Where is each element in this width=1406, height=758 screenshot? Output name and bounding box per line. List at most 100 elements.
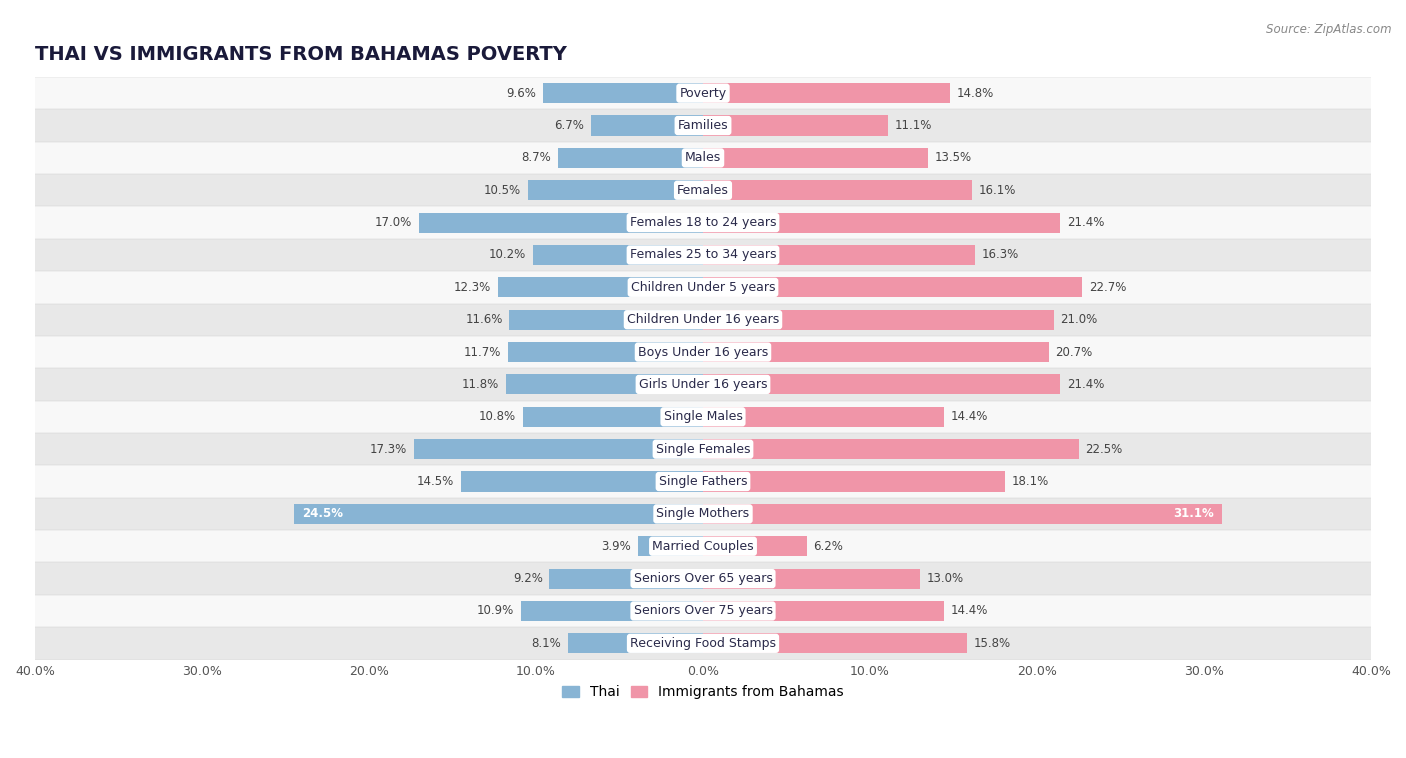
Bar [703, 504, 1222, 524]
Bar [568, 633, 703, 653]
Bar [35, 77, 1371, 109]
Bar [35, 336, 1371, 368]
Bar [35, 530, 1371, 562]
Bar [543, 83, 703, 103]
Bar [508, 342, 703, 362]
Bar [413, 439, 703, 459]
Bar [703, 342, 1049, 362]
Bar [294, 504, 703, 524]
Bar [506, 374, 703, 394]
Bar [703, 310, 1053, 330]
Text: 16.3%: 16.3% [981, 249, 1019, 262]
Text: Females 18 to 24 years: Females 18 to 24 years [630, 216, 776, 229]
Text: Single Males: Single Males [664, 410, 742, 423]
Bar [703, 374, 1060, 394]
Bar [523, 407, 703, 427]
Text: 15.8%: 15.8% [973, 637, 1011, 650]
Text: 16.1%: 16.1% [979, 183, 1017, 197]
Text: 9.2%: 9.2% [513, 572, 543, 585]
Text: 21.4%: 21.4% [1067, 378, 1105, 391]
Bar [703, 601, 943, 621]
Bar [35, 271, 1371, 303]
Bar [638, 536, 703, 556]
Text: 3.9%: 3.9% [602, 540, 631, 553]
Text: 11.1%: 11.1% [896, 119, 932, 132]
Text: Children Under 5 years: Children Under 5 years [631, 281, 775, 294]
Text: THAI VS IMMIGRANTS FROM BAHAMAS POVERTY: THAI VS IMMIGRANTS FROM BAHAMAS POVERTY [35, 45, 567, 64]
Bar [703, 407, 943, 427]
Text: 13.0%: 13.0% [927, 572, 965, 585]
Text: Single Females: Single Females [655, 443, 751, 456]
Text: Single Fathers: Single Fathers [659, 475, 747, 488]
Text: 17.3%: 17.3% [370, 443, 408, 456]
Text: Children Under 16 years: Children Under 16 years [627, 313, 779, 326]
Bar [703, 536, 807, 556]
Text: 12.3%: 12.3% [454, 281, 491, 294]
Bar [35, 433, 1371, 465]
Text: 18.1%: 18.1% [1012, 475, 1049, 488]
Bar [35, 142, 1371, 174]
Text: 17.0%: 17.0% [375, 216, 412, 229]
Bar [703, 83, 950, 103]
Text: Females 25 to 34 years: Females 25 to 34 years [630, 249, 776, 262]
Text: Seniors Over 75 years: Seniors Over 75 years [634, 604, 772, 618]
Bar [703, 633, 967, 653]
Bar [550, 568, 703, 589]
Text: Males: Males [685, 152, 721, 164]
Text: 6.2%: 6.2% [813, 540, 844, 553]
Bar [703, 439, 1078, 459]
Text: 14.4%: 14.4% [950, 410, 987, 423]
Bar [35, 109, 1371, 142]
Bar [703, 148, 928, 168]
Bar [35, 206, 1371, 239]
Bar [703, 115, 889, 136]
Text: 8.7%: 8.7% [522, 152, 551, 164]
Bar [498, 277, 703, 297]
Text: 14.4%: 14.4% [950, 604, 987, 618]
Bar [533, 245, 703, 265]
Bar [35, 595, 1371, 627]
Bar [703, 180, 972, 200]
Text: 22.5%: 22.5% [1085, 443, 1123, 456]
Bar [703, 277, 1083, 297]
Bar [527, 180, 703, 200]
Text: 11.7%: 11.7% [464, 346, 501, 359]
Bar [703, 471, 1005, 491]
Bar [35, 627, 1371, 659]
Text: 14.5%: 14.5% [418, 475, 454, 488]
Bar [35, 465, 1371, 498]
Bar [461, 471, 703, 491]
Text: Receiving Food Stamps: Receiving Food Stamps [630, 637, 776, 650]
Text: Single Mothers: Single Mothers [657, 507, 749, 521]
Bar [558, 148, 703, 168]
Bar [703, 212, 1060, 233]
Text: Source: ZipAtlas.com: Source: ZipAtlas.com [1267, 23, 1392, 36]
Text: 13.5%: 13.5% [935, 152, 973, 164]
Legend: Thai, Immigrants from Bahamas: Thai, Immigrants from Bahamas [557, 680, 849, 705]
Text: 6.7%: 6.7% [554, 119, 585, 132]
Text: 11.8%: 11.8% [463, 378, 499, 391]
Text: Seniors Over 65 years: Seniors Over 65 years [634, 572, 772, 585]
Text: 9.6%: 9.6% [506, 86, 536, 99]
Text: 14.8%: 14.8% [957, 86, 994, 99]
Text: 10.2%: 10.2% [489, 249, 526, 262]
Text: 8.1%: 8.1% [531, 637, 561, 650]
Bar [35, 174, 1371, 206]
Text: 21.4%: 21.4% [1067, 216, 1105, 229]
Text: 20.7%: 20.7% [1056, 346, 1092, 359]
Text: Poverty: Poverty [679, 86, 727, 99]
Bar [35, 239, 1371, 271]
Bar [35, 498, 1371, 530]
Bar [509, 310, 703, 330]
Text: Females: Females [678, 183, 728, 197]
Text: 11.6%: 11.6% [465, 313, 502, 326]
Bar [35, 368, 1371, 401]
Bar [419, 212, 703, 233]
Text: Families: Families [678, 119, 728, 132]
Bar [703, 568, 920, 589]
Text: 24.5%: 24.5% [302, 507, 343, 521]
Text: Married Couples: Married Couples [652, 540, 754, 553]
Bar [703, 245, 976, 265]
Text: 10.5%: 10.5% [484, 183, 522, 197]
Bar [35, 562, 1371, 595]
